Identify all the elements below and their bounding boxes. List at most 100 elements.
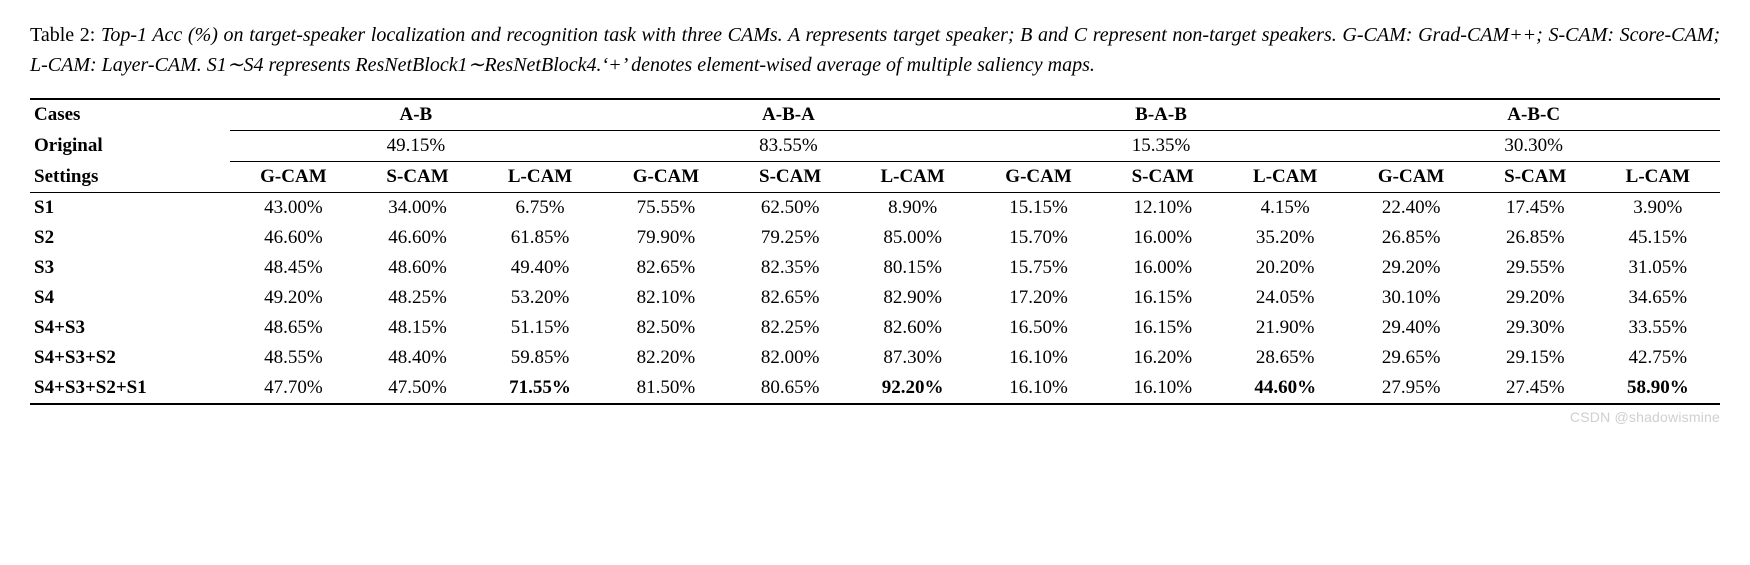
cell: 16.15% [1102,283,1223,313]
cell: 85.00% [851,223,975,253]
results-table: Cases A-B A-B-A B-A-B A-B-C Original 49.… [30,98,1720,405]
cell: 48.40% [357,343,478,373]
table-row: S4+S348.65%48.15%51.15%82.50%82.25%82.60… [30,313,1720,343]
group-aba: A-B-A [602,99,975,131]
cell: 16.15% [1102,313,1223,343]
cell: 17.45% [1475,193,1596,224]
table-row: S449.20%48.25%53.20%82.10%82.65%82.90%17… [30,283,1720,313]
cell: 81.50% [602,373,730,404]
table-row: S4+S3+S2+S147.70%47.50%71.55%81.50%80.65… [30,373,1720,404]
row-label: S4+S3 [30,313,230,343]
cell: 47.70% [230,373,358,404]
cell: 15.75% [975,253,1103,283]
cell: 16.00% [1102,253,1223,283]
cell: 82.20% [602,343,730,373]
cell: 49.20% [230,283,358,313]
row-label: S1 [30,193,230,224]
row-label: S2 [30,223,230,253]
cell: 20.20% [1223,253,1347,283]
cell: 29.65% [1347,343,1475,373]
group-bab: B-A-B [975,99,1348,131]
original-ab: 49.15% [230,131,603,162]
watermark: CSDN @shadowismine [30,409,1720,425]
cell: 4.15% [1223,193,1347,224]
cell: 46.60% [357,223,478,253]
col-ab-gcam: G-CAM [230,162,358,193]
table-row: S143.00%34.00%6.75%75.55%62.50%8.90%15.1… [30,193,1720,224]
cell: 34.00% [357,193,478,224]
cell: 24.05% [1223,283,1347,313]
cell: 59.85% [478,343,602,373]
col-bab-gcam: G-CAM [975,162,1103,193]
cell: 12.10% [1102,193,1223,224]
col-aba-gcam: G-CAM [602,162,730,193]
cell: 82.25% [730,313,851,343]
cell: 82.00% [730,343,851,373]
cell: 29.30% [1475,313,1596,343]
cell: 61.85% [478,223,602,253]
table-caption: Table 2: Top-1 Acc (%) on target-speaker… [30,20,1720,80]
cell: 44.60% [1223,373,1347,404]
group-abc: A-B-C [1347,99,1720,131]
cell: 29.20% [1475,283,1596,313]
cell: 92.20% [851,373,975,404]
cell: 49.40% [478,253,602,283]
cell: 34.65% [1596,283,1720,313]
original-label: Original [30,131,230,162]
row-label: S3 [30,253,230,283]
cell: 35.20% [1223,223,1347,253]
cell: 26.85% [1475,223,1596,253]
cell: 82.60% [851,313,975,343]
cell: 47.50% [357,373,478,404]
cell: 3.90% [1596,193,1720,224]
col-ab-lcam: L-CAM [478,162,602,193]
cell: 82.90% [851,283,975,313]
cell: 33.55% [1596,313,1720,343]
cell: 29.55% [1475,253,1596,283]
row-label: S4+S3+S2+S1 [30,373,230,404]
cell: 82.65% [730,283,851,313]
cell: 15.70% [975,223,1103,253]
cell: 26.85% [1347,223,1475,253]
row-label: S4 [30,283,230,313]
cell: 82.35% [730,253,851,283]
table-body: S143.00%34.00%6.75%75.55%62.50%8.90%15.1… [30,193,1720,405]
original-bab: 15.35% [975,131,1348,162]
caption-body: Top-1 Acc (%) on target-speaker localiza… [30,24,1720,76]
header-row-settings: Settings G-CAM S-CAM L-CAM G-CAM S-CAM L… [30,162,1720,193]
cell: 29.40% [1347,313,1475,343]
cell: 80.15% [851,253,975,283]
cell: 16.50% [975,313,1103,343]
cell: 48.15% [357,313,478,343]
cell: 82.50% [602,313,730,343]
cell: 51.15% [478,313,602,343]
cell: 30.10% [1347,283,1475,313]
cell: 48.65% [230,313,358,343]
col-ab-scam: S-CAM [357,162,478,193]
cell: 22.40% [1347,193,1475,224]
cell: 48.55% [230,343,358,373]
table-row: S4+S3+S248.55%48.40%59.85%82.20%82.00%87… [30,343,1720,373]
cell: 43.00% [230,193,358,224]
col-abc-lcam: L-CAM [1596,162,1720,193]
cell: 31.05% [1596,253,1720,283]
cell: 48.60% [357,253,478,283]
cell: 46.60% [230,223,358,253]
cell: 58.90% [1596,373,1720,404]
cell: 79.25% [730,223,851,253]
cell: 53.20% [478,283,602,313]
col-bab-lcam: L-CAM [1223,162,1347,193]
cell: 27.95% [1347,373,1475,404]
row-label: S4+S3+S2 [30,343,230,373]
cell: 27.45% [1475,373,1596,404]
cell: 29.20% [1347,253,1475,283]
header-row-cases: Cases A-B A-B-A B-A-B A-B-C [30,99,1720,131]
original-aba: 83.55% [602,131,975,162]
cell: 79.90% [602,223,730,253]
cell: 75.55% [602,193,730,224]
table-row: S246.60%46.60%61.85%79.90%79.25%85.00%15… [30,223,1720,253]
original-abc: 30.30% [1347,131,1720,162]
col-bab-scam: S-CAM [1102,162,1223,193]
cell: 8.90% [851,193,975,224]
col-abc-gcam: G-CAM [1347,162,1475,193]
